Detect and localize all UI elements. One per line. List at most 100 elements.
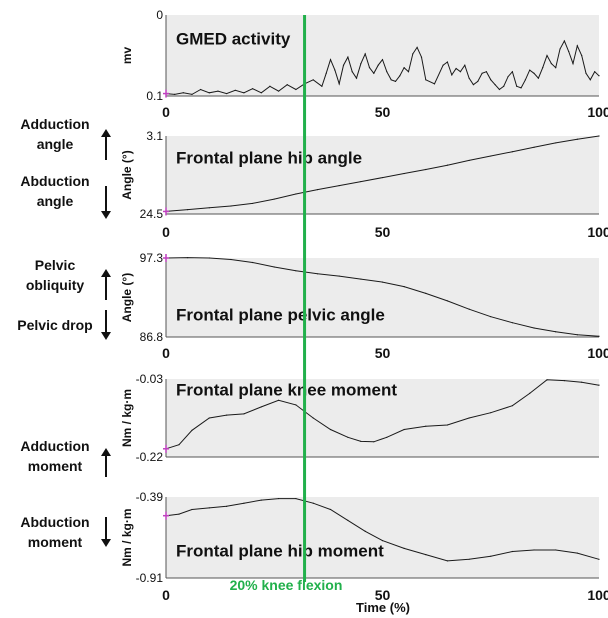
data-point <box>295 270 297 272</box>
series-line <box>165 379 600 450</box>
data-point <box>490 79 492 81</box>
y-tick-label: 0 <box>156 8 163 22</box>
up-arrow-head-icon <box>101 448 111 456</box>
data-point <box>568 50 570 53</box>
data-point <box>277 399 280 401</box>
data-point <box>360 278 362 280</box>
data-point <box>442 64 444 66</box>
data-point <box>407 71 410 73</box>
data-point <box>494 84 496 86</box>
down-arrow-head-icon <box>101 539 111 547</box>
data-point <box>277 497 280 500</box>
y-tick-label: 24.5 <box>140 207 164 221</box>
data-point <box>312 502 314 504</box>
knee-flexion-label: 20% knee flexion <box>230 577 343 593</box>
data-point <box>338 184 340 187</box>
data-point <box>576 334 578 336</box>
data-point <box>563 40 565 42</box>
data-point <box>511 151 513 153</box>
data-point <box>178 444 180 446</box>
data-point <box>537 77 539 79</box>
x-tick-label: 0 <box>162 104 170 120</box>
x-tick-label: 0 <box>162 345 170 361</box>
data-point <box>273 198 275 200</box>
x-tick-label: 100 <box>587 587 608 603</box>
data-point <box>533 327 535 329</box>
side-label: Pelvic drop <box>17 317 92 333</box>
data-point <box>529 69 531 71</box>
data-point <box>312 417 314 419</box>
data-point <box>468 159 470 162</box>
data-point <box>511 405 513 407</box>
data-point <box>191 429 193 431</box>
data-point <box>329 508 332 511</box>
data-point <box>368 67 371 69</box>
data-point <box>208 507 210 509</box>
data-point <box>563 380 565 382</box>
data-point <box>364 53 366 55</box>
data-point <box>182 92 184 94</box>
down-arrow-head-icon <box>101 211 111 219</box>
data-point <box>468 417 470 419</box>
data-point <box>277 90 280 92</box>
side-label: Adduction moment <box>20 438 89 474</box>
data-point <box>347 436 349 438</box>
data-point <box>394 80 397 83</box>
x-tick-label: 100 <box>587 345 608 361</box>
data-point <box>446 424 449 426</box>
data-point <box>373 72 375 74</box>
data-point <box>420 56 423 58</box>
data-point <box>355 77 358 79</box>
data-point <box>403 285 405 288</box>
plot-area <box>166 258 599 337</box>
data-point <box>425 554 427 556</box>
y-axis-label: Nm / kg·m <box>120 389 134 447</box>
data-point <box>226 92 228 95</box>
data-point <box>559 48 561 50</box>
data-point <box>455 67 457 70</box>
data-point <box>381 176 384 179</box>
data-point <box>360 180 362 183</box>
y-tick-label: 97.3 <box>140 251 164 265</box>
data-point <box>412 53 414 55</box>
x-tick-label: 50 <box>375 104 391 120</box>
data-point <box>316 273 319 275</box>
y-tick-label: -0.03 <box>136 372 164 386</box>
data-point <box>316 188 319 191</box>
x-tick-label: 50 <box>375 345 391 361</box>
plot-area <box>166 379 599 457</box>
data-point <box>576 552 578 554</box>
data-point <box>347 519 349 521</box>
data-point <box>598 135 600 137</box>
data-point <box>464 64 466 66</box>
data-point <box>243 502 245 504</box>
data-point <box>234 89 236 91</box>
data-point <box>555 331 557 333</box>
data-point <box>386 71 388 73</box>
data-point <box>286 84 288 86</box>
data-point <box>252 202 254 205</box>
data-point <box>446 560 449 562</box>
data-point <box>555 67 557 69</box>
y-tick-label: -0.22 <box>136 450 164 464</box>
data-point <box>598 384 600 386</box>
data-point <box>377 64 379 66</box>
data-point <box>243 413 245 415</box>
data-point <box>295 497 297 500</box>
x-axis-title: Time (%) <box>356 600 410 615</box>
data-point <box>230 205 232 207</box>
x-tick-label: 50 <box>375 224 391 240</box>
data-point <box>364 530 366 532</box>
x-tick-label: 100 <box>587 224 608 240</box>
data-point <box>403 428 405 431</box>
data-point <box>329 58 332 61</box>
data-point <box>533 72 535 74</box>
data-point <box>511 71 513 73</box>
data-point <box>416 46 418 49</box>
data-point <box>208 257 210 259</box>
data-point <box>252 261 254 264</box>
data-point <box>399 75 401 77</box>
panel-title: Frontal plane pelvic angle <box>176 305 385 324</box>
data-point <box>459 71 462 73</box>
